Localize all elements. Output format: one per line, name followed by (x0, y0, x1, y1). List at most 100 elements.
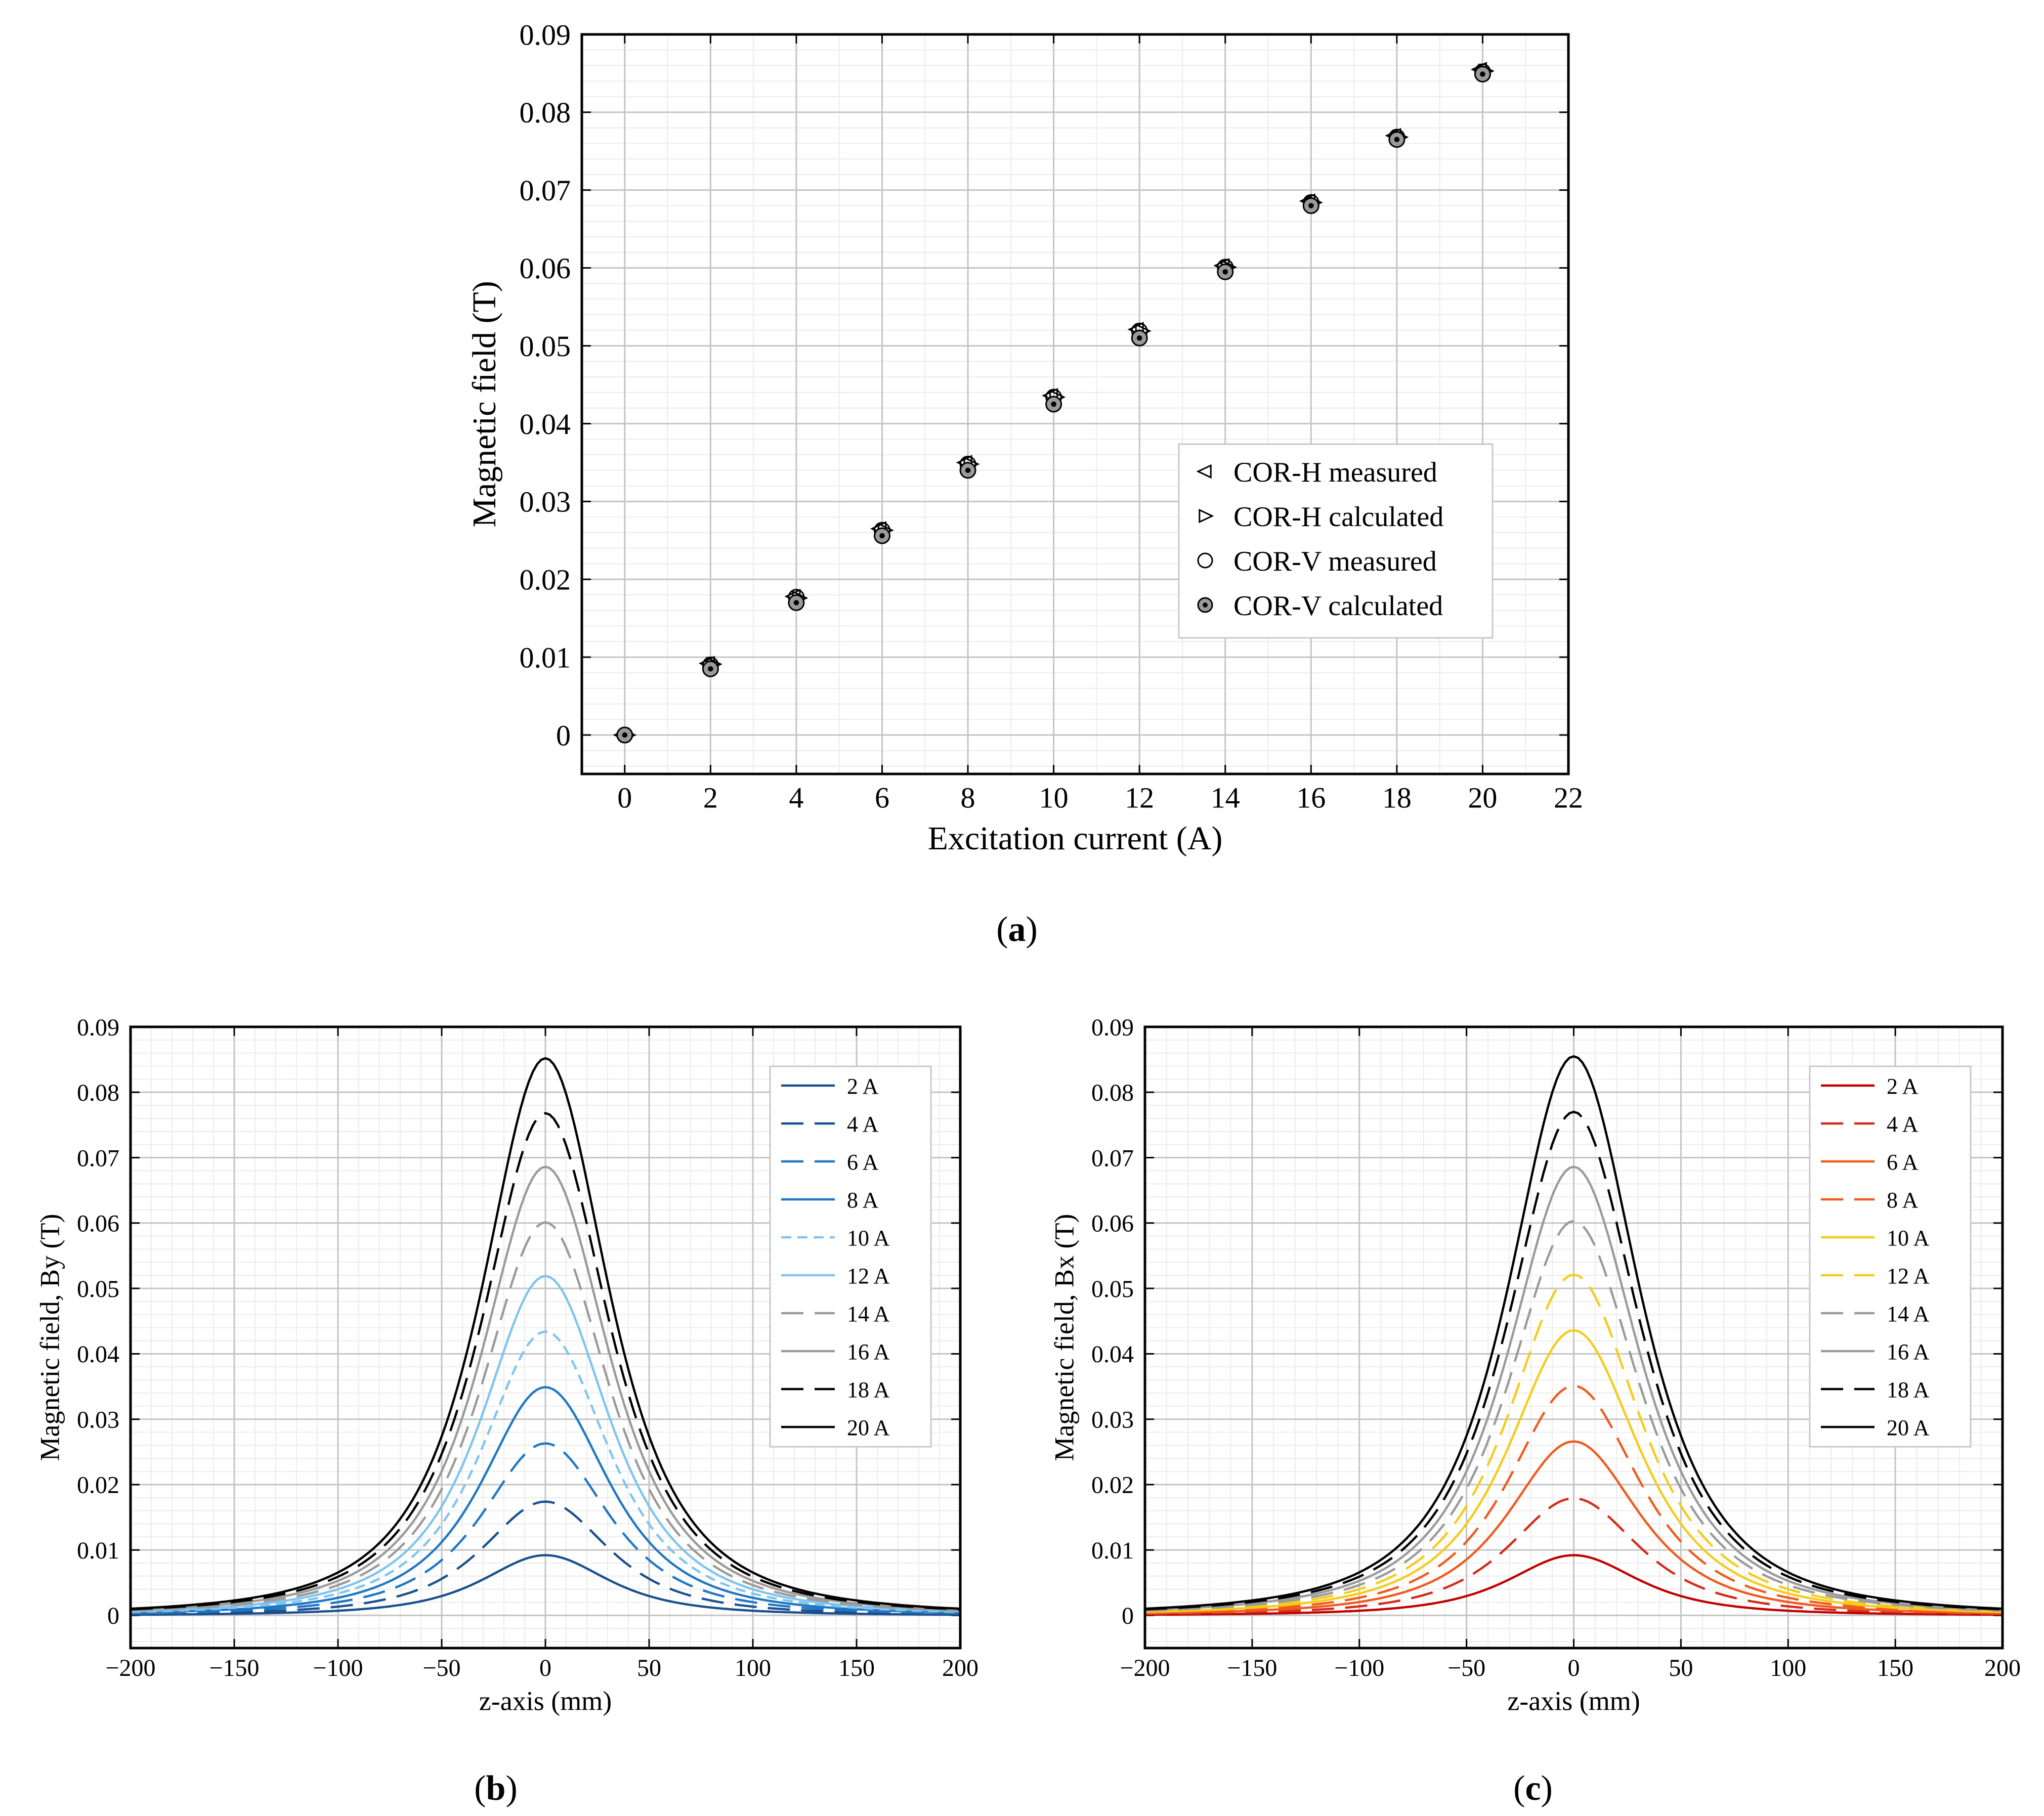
x-axis-label: Excitation current (A) (928, 820, 1223, 857)
scatter-series (613, 62, 1495, 744)
y-tick-label: 0.09 (520, 18, 571, 51)
legend-entry-label: 4 A (847, 1112, 879, 1137)
line-series (1144, 1055, 2003, 1616)
x-tick-label: 10 (1039, 782, 1069, 814)
panel-label-b: (b) (474, 1769, 518, 1808)
y-axis-label: Magnetic field, By (T) (35, 1214, 65, 1461)
legend-box (1809, 1065, 1972, 1448)
legend-entry-label: 6 A (847, 1150, 879, 1175)
y-tick-label: 0 (107, 1603, 119, 1629)
legend-entry-label: 4 A (1887, 1112, 1919, 1137)
panel-label-c: (c) (1513, 1769, 1553, 1808)
curve-12a (130, 1275, 961, 1613)
line-series (130, 1057, 961, 1616)
legend: 2 A 4 A 6 A 8 A 10 A 12 A 14 A 16 A 18 A 20 A (1809, 1065, 1972, 1448)
ticks: −200 −150 −100 −50 0 50 100 150 200 0 0.01 0.02 0.03… (1091, 1014, 2021, 1681)
curve-10a (1144, 1329, 2003, 1613)
y-tick-label: 0.05 (1091, 1276, 1134, 1303)
data-point-dot (965, 467, 971, 473)
x-tick-label: 50 (637, 1655, 661, 1681)
y-tick-label: 0.05 (520, 330, 571, 363)
data-point (616, 726, 633, 744)
legend-entry-label: 14 A (847, 1302, 890, 1326)
ticks: −200 −150 −100 −50 0 50 100 150 200 0 0.01 0.02 0.03… (77, 1014, 978, 1681)
y-tick-label: 0.07 (77, 1145, 119, 1172)
data-point (1045, 396, 1062, 413)
curve-6a (130, 1442, 961, 1615)
x-axis-label: z-axis (mm) (1507, 1686, 1640, 1716)
x-tick-label: −50 (1447, 1655, 1485, 1681)
legend: 2 A 4 A 6 A 8 A 10 A 12 A 14 A 16 A 18 A 20 A (769, 1065, 932, 1448)
plot-frame (580, 33, 1570, 775)
data-point-dot (879, 533, 885, 539)
curve-2a (1145, 1554, 2003, 1616)
x-axis-label: z-axis (mm) (479, 1686, 612, 1716)
data-point (1302, 197, 1319, 214)
legend-entry-label: 10 A (847, 1226, 890, 1250)
data-point-dot (793, 600, 799, 606)
x-tick-label: 2 (703, 782, 718, 814)
y-tick-label: 0.06 (1091, 1210, 1134, 1237)
data-point-dot (1308, 203, 1314, 208)
x-tick-label: 200 (942, 1655, 978, 1681)
panel-letter-a: a (1008, 910, 1026, 949)
plot-frame (129, 1025, 962, 1650)
data-point-dot (1480, 71, 1485, 77)
y-tick-label: 0.04 (520, 408, 571, 441)
x-tick-label: 20 (1468, 782, 1497, 814)
series-cor-v-calculated (616, 65, 1491, 744)
major-grid (582, 33, 1569, 774)
x-tick-label: 12 (1125, 782, 1154, 814)
y-tick-label: 0.07 (1091, 1145, 1134, 1172)
y-axis-label: Magnetic field, Bx (T) (1049, 1214, 1080, 1461)
data-point-dot (1394, 137, 1400, 143)
data-point (788, 594, 805, 611)
curve-16a (1144, 1165, 2003, 1612)
x-tick-label: 0 (1568, 1655, 1580, 1681)
curve-18a (130, 1112, 961, 1611)
x-tick-label: 150 (838, 1655, 875, 1681)
panel-c-chart: −200 −150 −100 −50 0 50 100 150 200 0 0.01 0.02 0.03… (1049, 1014, 2021, 1716)
y-tick-label: 0 (1122, 1603, 1134, 1629)
legend-entry-label: 16 A (847, 1339, 890, 1364)
curve-14a (130, 1221, 961, 1612)
x-tick-label: 50 (1669, 1655, 1693, 1681)
y-tick-label: 0 (556, 719, 571, 752)
data-point-dot (622, 732, 628, 738)
x-tick-label: 18 (1382, 782, 1412, 814)
x-tick-label: 14 (1211, 782, 1240, 814)
panel-label-a: (a) (996, 910, 1038, 949)
x-tick-label: −200 (105, 1655, 155, 1681)
y-tick-label: 0.06 (520, 252, 571, 285)
y-tick-label: 0.08 (520, 96, 571, 129)
data-point-dot (1222, 269, 1228, 275)
x-tick-label: −100 (313, 1655, 363, 1681)
legend-entry-label: 2 A (847, 1074, 879, 1099)
curve-4a (130, 1500, 961, 1615)
legend-entry-label: 8 A (1887, 1188, 1919, 1213)
curve-2a (131, 1554, 960, 1616)
data-point-dot (1136, 335, 1142, 341)
legend-entry-label: 10 A (1887, 1226, 1930, 1250)
x-tick-label: 22 (1554, 782, 1583, 814)
y-tick-label: 0.01 (77, 1537, 119, 1564)
x-tick-label: 100 (1770, 1655, 1806, 1681)
legend-entry-label: 14 A (1887, 1302, 1930, 1326)
legend-entry-label: COR-H calculated (1233, 501, 1443, 533)
x-tick-label: 16 (1296, 782, 1326, 814)
y-tick-label: 0.08 (77, 1079, 119, 1106)
legend-entry-label: 16 A (1887, 1339, 1930, 1364)
x-tick-label: 200 (1984, 1655, 2021, 1681)
curve-8a (130, 1386, 961, 1614)
y-tick-label: 0.03 (1091, 1406, 1134, 1433)
x-tick-label: −150 (1227, 1655, 1277, 1681)
legend-marker-dot (1203, 602, 1208, 608)
data-point-dot (708, 666, 713, 672)
y-tick-label: 0.03 (520, 486, 571, 518)
y-tick-label: 0.03 (77, 1406, 119, 1433)
y-tick-label: 0.02 (77, 1472, 119, 1499)
x-tick-label: 100 (735, 1655, 771, 1681)
legend-entry-label: 6 A (1887, 1150, 1919, 1175)
legend-box (1178, 443, 1494, 639)
